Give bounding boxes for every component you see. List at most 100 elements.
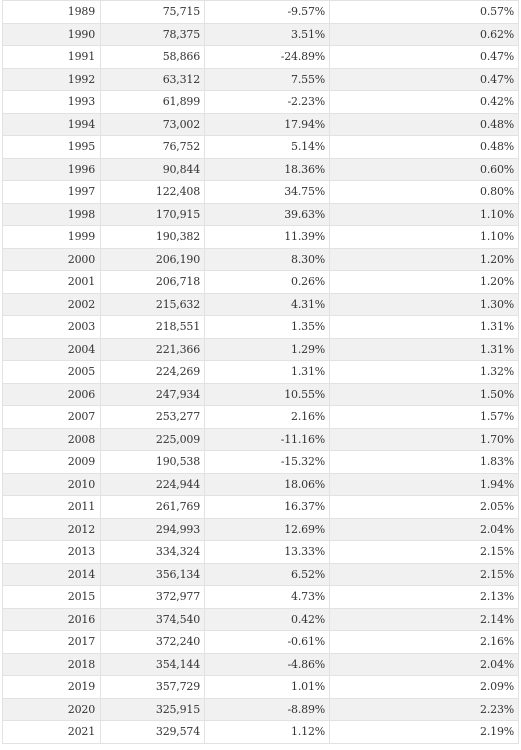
- year-cell: 1992: [2, 67, 101, 91]
- share-cell: 0.48%: [329, 112, 519, 136]
- year-cell: 2010: [2, 472, 101, 496]
- share-cell: 1.83%: [329, 450, 519, 474]
- change-cell: 11.39%: [204, 225, 330, 249]
- value-cell: 325,915: [100, 697, 205, 721]
- change-cell: 1.35%: [204, 315, 330, 339]
- year-cell: 1991: [2, 45, 101, 69]
- value-cell: 374,540: [100, 607, 205, 631]
- change-cell: 1.31%: [204, 360, 330, 384]
- year-cell: 1995: [2, 135, 101, 159]
- change-cell: 1.12%: [204, 720, 330, 744]
- year-cell: 2016: [2, 607, 101, 631]
- change-cell: 4.73%: [204, 585, 330, 609]
- value-cell: 356,134: [100, 562, 205, 586]
- year-cell: 2014: [2, 562, 101, 586]
- value-cell: 73,002: [100, 112, 205, 136]
- table-row: 2012 294,993 12.69% 2.04%: [2, 517, 519, 541]
- share-cell: 2.15%: [329, 562, 519, 586]
- share-cell: 1.70%: [329, 427, 519, 451]
- year-cell: 2000: [2, 247, 101, 271]
- year-cell: 1997: [2, 180, 101, 204]
- change-cell: -8.89%: [204, 697, 330, 721]
- table-row: 1992 63,312 7.55% 0.47%: [2, 67, 519, 91]
- value-cell: 190,382: [100, 225, 205, 249]
- value-cell: 253,277: [100, 405, 205, 429]
- year-cell: 2003: [2, 315, 101, 339]
- change-cell: 10.55%: [204, 382, 330, 406]
- value-cell: 122,408: [100, 180, 205, 204]
- change-cell: 3.51%: [204, 22, 330, 46]
- share-cell: 1.50%: [329, 382, 519, 406]
- value-cell: 221,366: [100, 337, 205, 361]
- change-cell: -4.86%: [204, 652, 330, 676]
- change-cell: -24.89%: [204, 45, 330, 69]
- change-cell: 2.16%: [204, 405, 330, 429]
- value-cell: 224,269: [100, 360, 205, 384]
- year-cell: 1993: [2, 90, 101, 114]
- year-cell: 2002: [2, 292, 101, 316]
- change-cell: 12.69%: [204, 517, 330, 541]
- change-cell: -15.32%: [204, 450, 330, 474]
- change-cell: -0.61%: [204, 630, 330, 654]
- change-cell: -11.16%: [204, 427, 330, 451]
- table-row: 2019 357,729 1.01% 2.09%: [2, 675, 519, 699]
- table-row: 2009 190,538 -15.32% 1.83%: [2, 450, 519, 474]
- share-cell: 2.09%: [329, 675, 519, 699]
- table-row: 2005 224,269 1.31% 1.32%: [2, 360, 519, 384]
- value-cell: 225,009: [100, 427, 205, 451]
- change-cell: 18.36%: [204, 157, 330, 181]
- value-cell: 372,977: [100, 585, 205, 609]
- change-cell: 34.75%: [204, 180, 330, 204]
- value-cell: 90,844: [100, 157, 205, 181]
- share-cell: 0.47%: [329, 67, 519, 91]
- value-cell: 170,915: [100, 202, 205, 226]
- value-cell: 224,944: [100, 472, 205, 496]
- table-row: 1989 75,715 -9.57% 0.57%: [2, 0, 519, 24]
- table-row: 1999 190,382 11.39% 1.10%: [2, 225, 519, 249]
- table-row: 1995 76,752 5.14% 0.48%: [2, 135, 519, 159]
- year-cell: 2015: [2, 585, 101, 609]
- share-cell: 2.15%: [329, 540, 519, 564]
- value-cell: 357,729: [100, 675, 205, 699]
- year-cell: 2004: [2, 337, 101, 361]
- table-row: 2006 247,934 10.55% 1.50%: [2, 382, 519, 406]
- change-cell: 39.63%: [204, 202, 330, 226]
- year-cell: 2005: [2, 360, 101, 384]
- value-cell: 61,899: [100, 90, 205, 114]
- table-row: 2003 218,551 1.35% 1.31%: [2, 315, 519, 339]
- value-cell: 190,538: [100, 450, 205, 474]
- table-row: 2016 374,540 0.42% 2.14%: [2, 607, 519, 631]
- table-row: 2004 221,366 1.29% 1.31%: [2, 337, 519, 361]
- change-cell: 6.52%: [204, 562, 330, 586]
- share-cell: 2.05%: [329, 495, 519, 519]
- table-row: 2008 225,009 -11.16% 1.70%: [2, 427, 519, 451]
- year-cell: 1994: [2, 112, 101, 136]
- change-cell: 18.06%: [204, 472, 330, 496]
- change-cell: 13.33%: [204, 540, 330, 564]
- share-cell: 1.10%: [329, 202, 519, 226]
- value-cell: 372,240: [100, 630, 205, 654]
- table-row: 2010 224,944 18.06% 1.94%: [2, 472, 519, 496]
- table-row: 2015 372,977 4.73% 2.13%: [2, 585, 519, 609]
- table-row: 2011 261,769 16.37% 2.05%: [2, 495, 519, 519]
- table-row: 2013 334,324 13.33% 2.15%: [2, 540, 519, 564]
- year-cell: 1990: [2, 22, 101, 46]
- value-cell: 78,375: [100, 22, 205, 46]
- share-cell: 1.20%: [329, 247, 519, 271]
- share-cell: 1.57%: [329, 405, 519, 429]
- share-cell: 2.04%: [329, 652, 519, 676]
- table-row: 1998 170,915 39.63% 1.10%: [2, 202, 519, 226]
- change-cell: 0.26%: [204, 270, 330, 294]
- table-row: 1996 90,844 18.36% 0.60%: [2, 157, 519, 181]
- year-cell: 2017: [2, 630, 101, 654]
- change-cell: 8.30%: [204, 247, 330, 271]
- share-cell: 2.13%: [329, 585, 519, 609]
- share-cell: 0.47%: [329, 45, 519, 69]
- table-row: 2020 325,915 -8.89% 2.23%: [2, 697, 519, 721]
- year-cell: 2009: [2, 450, 101, 474]
- share-cell: 0.60%: [329, 157, 519, 181]
- year-cell: 2007: [2, 405, 101, 429]
